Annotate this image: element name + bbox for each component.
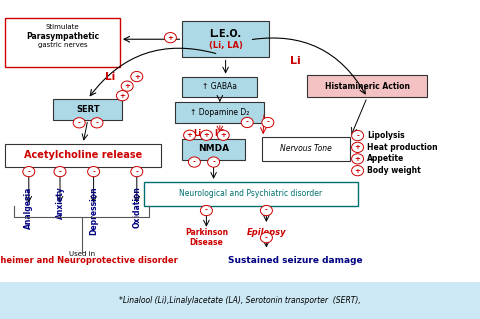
Ellipse shape xyxy=(217,130,229,140)
Text: +: + xyxy=(204,132,209,138)
Ellipse shape xyxy=(201,130,212,140)
Ellipse shape xyxy=(23,167,35,177)
Text: SERT: SERT xyxy=(76,105,100,114)
Text: -: - xyxy=(212,159,215,165)
Text: +: + xyxy=(134,74,140,79)
FancyBboxPatch shape xyxy=(5,18,120,67)
Text: Li: Li xyxy=(193,129,202,138)
Ellipse shape xyxy=(188,157,201,167)
Ellipse shape xyxy=(241,117,253,128)
Text: Epilepsy: Epilepsy xyxy=(247,228,286,237)
Text: Li: Li xyxy=(105,71,116,82)
Text: -: - xyxy=(265,208,268,213)
Text: -: - xyxy=(205,208,208,213)
Text: Oxidation: Oxidation xyxy=(132,187,141,228)
Text: Anxiety: Anxiety xyxy=(56,187,64,219)
Ellipse shape xyxy=(54,167,66,177)
FancyBboxPatch shape xyxy=(182,139,245,160)
Ellipse shape xyxy=(131,167,143,177)
Text: +: + xyxy=(124,83,130,89)
Text: -: - xyxy=(266,120,269,125)
Text: L.E.O.: L.E.O. xyxy=(210,29,241,39)
Text: Nervous Tone: Nervous Tone xyxy=(280,145,332,153)
Ellipse shape xyxy=(88,167,100,177)
Ellipse shape xyxy=(121,81,133,91)
Ellipse shape xyxy=(131,71,143,82)
Text: Acetylcholine release: Acetylcholine release xyxy=(24,150,142,160)
Text: +: + xyxy=(220,132,226,138)
Text: -: - xyxy=(27,169,30,174)
Text: -: - xyxy=(265,235,268,241)
FancyBboxPatch shape xyxy=(262,137,350,161)
Text: -: - xyxy=(246,120,249,125)
FancyBboxPatch shape xyxy=(175,102,264,123)
Ellipse shape xyxy=(351,142,364,152)
Text: +: + xyxy=(355,156,360,162)
Text: LA: LA xyxy=(214,129,226,138)
Text: -: - xyxy=(92,169,95,174)
Text: Alzheimer and Neuroprotective disorder: Alzheimer and Neuroprotective disorder xyxy=(0,256,178,265)
Text: -: - xyxy=(135,169,138,174)
Text: -: - xyxy=(193,159,196,165)
Ellipse shape xyxy=(164,33,176,43)
Ellipse shape xyxy=(184,130,196,140)
Ellipse shape xyxy=(91,118,103,128)
Ellipse shape xyxy=(351,166,364,176)
FancyBboxPatch shape xyxy=(182,77,257,97)
Text: Histamineric Action: Histamineric Action xyxy=(324,82,410,91)
FancyBboxPatch shape xyxy=(182,21,269,57)
Text: Stimulate: Stimulate xyxy=(46,24,79,30)
Text: -: - xyxy=(96,120,98,126)
Ellipse shape xyxy=(117,91,129,101)
Text: Parasympathetic: Parasympathetic xyxy=(26,32,99,41)
Text: Neurological and Psychiatric disorder: Neurological and Psychiatric disorder xyxy=(180,189,323,198)
Text: +: + xyxy=(120,93,125,99)
Text: (Li, LA): (Li, LA) xyxy=(209,41,242,50)
FancyBboxPatch shape xyxy=(5,144,161,167)
Ellipse shape xyxy=(201,205,212,216)
Text: Lipolysis: Lipolysis xyxy=(367,131,405,140)
Text: ↑ Dopamine D₂: ↑ Dopamine D₂ xyxy=(190,108,250,117)
Ellipse shape xyxy=(73,118,85,128)
Text: Parkinson
Disease: Parkinson Disease xyxy=(185,228,228,247)
Ellipse shape xyxy=(351,130,364,141)
Ellipse shape xyxy=(351,154,364,164)
Text: -: - xyxy=(59,169,61,174)
Ellipse shape xyxy=(261,233,273,243)
Text: ↑ GABAa: ↑ GABAa xyxy=(203,82,237,91)
Text: *Linalool (Li),Linalylacetate (LA), Serotonin transporter  (SERT),: *Linalool (Li),Linalylacetate (LA), Sero… xyxy=(119,296,361,305)
FancyBboxPatch shape xyxy=(307,75,427,97)
Text: +: + xyxy=(187,132,192,138)
Text: +: + xyxy=(168,35,173,41)
Ellipse shape xyxy=(261,205,273,216)
Text: Heat production: Heat production xyxy=(367,143,438,152)
Text: Body weight: Body weight xyxy=(367,166,421,175)
Text: Sustained seizure damage: Sustained seizure damage xyxy=(228,256,362,265)
FancyBboxPatch shape xyxy=(0,282,480,319)
Text: Analgesia: Analgesia xyxy=(24,187,33,229)
Ellipse shape xyxy=(207,157,220,167)
Text: -: - xyxy=(356,133,359,138)
Text: +: + xyxy=(355,168,360,174)
Text: -: - xyxy=(78,120,81,126)
FancyBboxPatch shape xyxy=(144,182,358,206)
Text: +: + xyxy=(355,145,360,150)
FancyBboxPatch shape xyxy=(53,99,122,120)
Text: Li: Li xyxy=(290,56,300,66)
Text: Used in: Used in xyxy=(69,251,95,256)
Text: Depression: Depression xyxy=(89,187,98,235)
Ellipse shape xyxy=(262,117,274,128)
Text: Appetite: Appetite xyxy=(367,154,405,163)
Text: NMDA: NMDA xyxy=(198,145,229,153)
Text: gastric nerves: gastric nerves xyxy=(37,42,87,48)
